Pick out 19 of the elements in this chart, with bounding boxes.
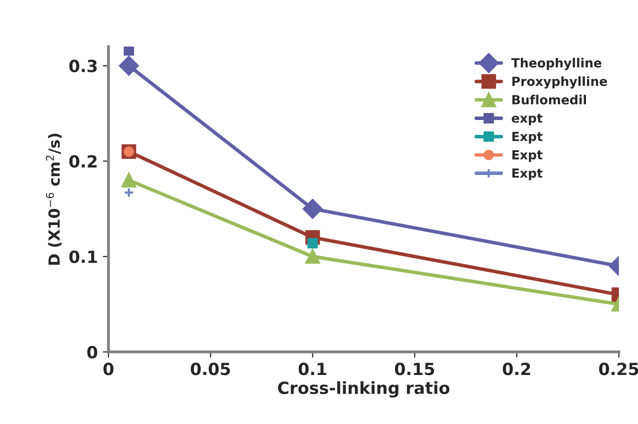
x-tick-label: 0.2 (502, 362, 530, 376)
y-tick-label: 0.3 (69, 60, 97, 72)
legend-label: Proxyphylline (512, 76, 608, 89)
y-tick-label: 0.2 (69, 155, 97, 168)
y-tick-label: 0 (87, 346, 98, 358)
y-tick-label: 0.1 (69, 250, 97, 264)
legend-label: Expt (512, 150, 542, 162)
x-axis-title: Cross-linking ratio (278, 381, 450, 398)
x-tick-label: 0.05 (190, 362, 230, 376)
x-tick-label: 0.25 (599, 362, 638, 376)
legend-label: Expt (512, 132, 542, 144)
legend-label: expt (512, 114, 542, 126)
legend-label: Theophylline (511, 58, 602, 70)
x-tick-label: 0.1 (298, 362, 326, 376)
y-axis-title: D (X10$^{−6}$ cm$^{2}$/s) (46, 134, 62, 265)
x-tick-label: 0.15 (394, 362, 434, 376)
x-tick-label: 0 (103, 362, 114, 376)
legend-label: Expt (512, 168, 542, 180)
legend-label: Buflomedil (512, 94, 586, 104)
